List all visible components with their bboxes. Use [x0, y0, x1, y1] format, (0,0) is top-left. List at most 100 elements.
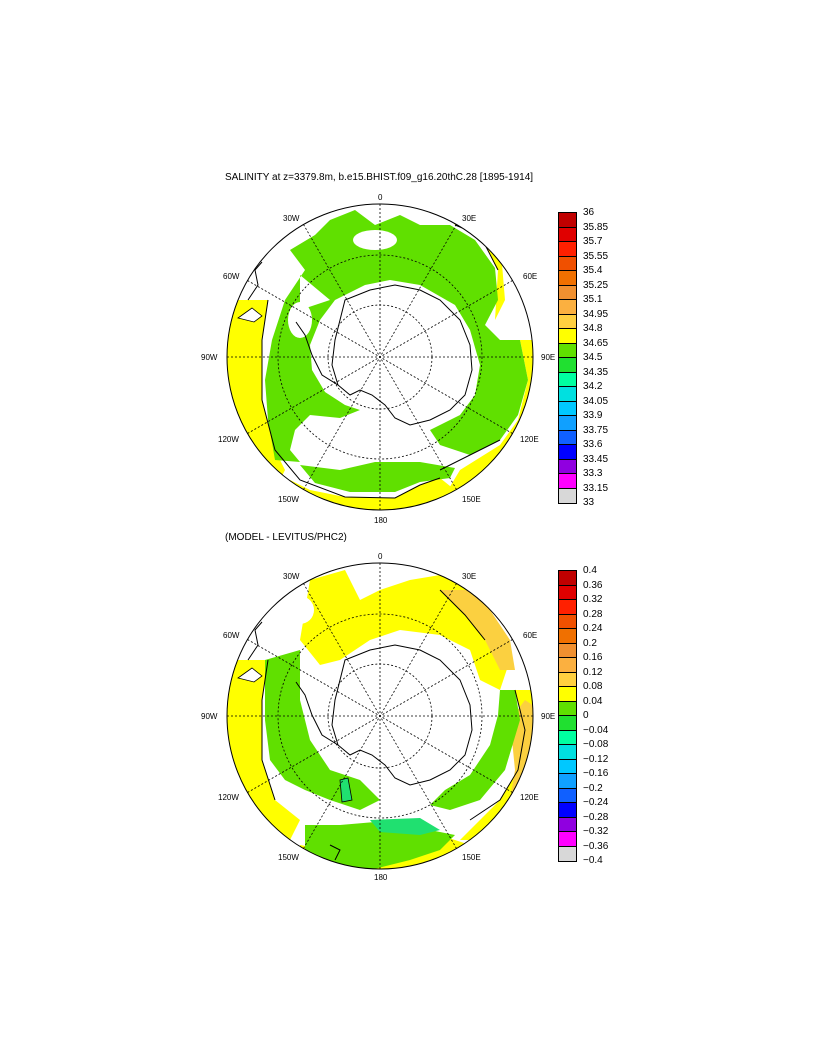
colorbar-tick-label: 35.1 — [583, 294, 603, 305]
colorbar-tick-label: 33.15 — [583, 482, 609, 494]
colorbar-box — [559, 687, 576, 702]
colorbar-tick-label: 0 — [583, 710, 589, 721]
colorbar-tick-label: 33.6 — [583, 439, 603, 450]
colorbar-tick-label: 35.55 — [583, 250, 609, 262]
colorbar-box — [559, 788, 576, 803]
colorbar-box — [559, 242, 576, 257]
lon-label-60e: 60E — [523, 631, 538, 640]
colorbar-box — [559, 227, 576, 242]
lon-label-150e: 150E — [462, 495, 481, 504]
colorbar-box — [559, 600, 576, 615]
colorbar-tick-label: 33.45 — [583, 453, 609, 465]
colorbar-tick-label: 35.7 — [583, 236, 603, 247]
colorbar-box — [559, 745, 576, 760]
colorbar-tick-label: 35.85 — [583, 221, 609, 233]
salinity-map — [226, 203, 534, 511]
colorbar-tick-label: 34.05 — [583, 395, 609, 407]
lon-label-120w: 120W — [218, 435, 239, 444]
colorbar-box — [559, 614, 576, 629]
colorbar-box — [559, 285, 576, 300]
lon-label-120w: 120W — [218, 793, 239, 802]
colorbar-box — [559, 430, 576, 445]
colorbar-tick-label: 0.04 — [583, 695, 603, 707]
colorbar-box — [559, 459, 576, 474]
colorbar-box — [559, 213, 576, 228]
colorbar-tick-label: 33.3 — [583, 468, 603, 479]
colorbar-box — [559, 387, 576, 402]
colorbar-tick-label: −0.4 — [583, 855, 603, 866]
colorbar-tick-label: 0.08 — [583, 681, 603, 692]
colorbar-tick-label: 0.12 — [583, 666, 603, 678]
colorbar-box — [559, 774, 576, 789]
lon-label-150w: 150W — [278, 495, 299, 504]
colorbar-box — [559, 445, 576, 460]
colorbar-tick-label: 34.35 — [583, 366, 609, 378]
colorbar-tick-label: 0.16 — [583, 652, 603, 663]
colorbar-box — [559, 474, 576, 489]
colorbar-tick-label: 34.65 — [583, 337, 609, 349]
colorbar-box — [559, 314, 576, 329]
colorbar-box — [559, 803, 576, 818]
colorbar-box — [559, 817, 576, 832]
colorbar-tick-label: 33.75 — [583, 424, 609, 436]
colorbar-tick-label: −0.08 — [583, 739, 609, 750]
colorbar-tick-label: 34.95 — [583, 308, 609, 320]
colorbar-box — [559, 716, 576, 731]
colorbar-box — [559, 701, 576, 716]
colorbar-box — [559, 271, 576, 286]
colorbar-tick-label: 35.25 — [583, 279, 609, 291]
lon-label-0: 0 — [378, 552, 383, 561]
colorbar-tick-label: −0.36 — [583, 840, 609, 852]
anomaly-colorbar — [558, 570, 577, 862]
colorbar-box — [559, 401, 576, 416]
lon-label-60e: 60E — [523, 272, 538, 281]
colorbar-tick-label: −0.2 — [583, 782, 603, 794]
lon-label-60w: 60W — [223, 631, 240, 640]
colorbar-tick-label: −0.04 — [583, 724, 609, 736]
colorbar-tick-label: 35.4 — [583, 265, 603, 276]
salinity-green-south — [300, 462, 455, 492]
lon-label-90w: 90W — [201, 353, 218, 362]
panel-1-title: SALINITY at z=3379.8m, b.e15.BHIST.f09_g… — [225, 172, 534, 183]
lon-label-90e: 90E — [541, 712, 556, 721]
lon-label-150e: 150E — [462, 853, 481, 862]
colorbar-tick-label: 34.2 — [583, 381, 603, 392]
colorbar-box — [559, 832, 576, 847]
colorbar-tick-label: −0.16 — [583, 768, 609, 779]
colorbar-box — [559, 488, 576, 503]
colorbar-tick-label: −0.32 — [583, 826, 609, 837]
colorbar-box — [559, 629, 576, 644]
colorbar-tick-label: 0.4 — [583, 565, 597, 576]
colorbar-tick-label: 0.36 — [583, 579, 603, 591]
anomaly-green-spot — [339, 777, 353, 803]
anomaly-map — [226, 562, 534, 870]
colorbar-box — [559, 358, 576, 373]
colorbar-tick-label: 36 — [583, 207, 595, 218]
anomaly-cyan-patch — [370, 818, 440, 835]
panel-2-title: (MODEL - LEVITUS/PHC2) — [225, 532, 347, 543]
colorbar-box — [559, 300, 576, 315]
anomaly-green-east — [430, 690, 520, 810]
salinity-colorbar — [558, 212, 577, 504]
antarctica-outline-2 — [331, 644, 473, 786]
colorbar-tick-label: 34.5 — [583, 352, 603, 363]
colorbar-tick-label: 34.8 — [583, 323, 603, 334]
colorbar-box — [559, 643, 576, 658]
lon-label-180: 180 — [374, 873, 388, 882]
colorbar-box — [559, 759, 576, 774]
colorbar-box — [559, 672, 576, 687]
antarctica-outline-1 — [331, 284, 473, 426]
lon-label-180: 180 — [374, 516, 388, 525]
anomaly-green-ring — [265, 650, 380, 810]
lon-label-150w: 150W — [278, 853, 299, 862]
lon-label-30e: 30E — [462, 214, 477, 223]
lon-label-30w: 30W — [283, 572, 300, 581]
colorbar-box — [559, 329, 576, 344]
lon-label-90e: 90E — [541, 353, 556, 362]
colorbar-box — [559, 256, 576, 271]
colorbar-tick-label: 0.24 — [583, 623, 603, 634]
colorbar-box — [559, 658, 576, 673]
lon-label-30e: 30E — [462, 572, 477, 581]
colorbar-tick-label: −0.12 — [583, 753, 609, 765]
